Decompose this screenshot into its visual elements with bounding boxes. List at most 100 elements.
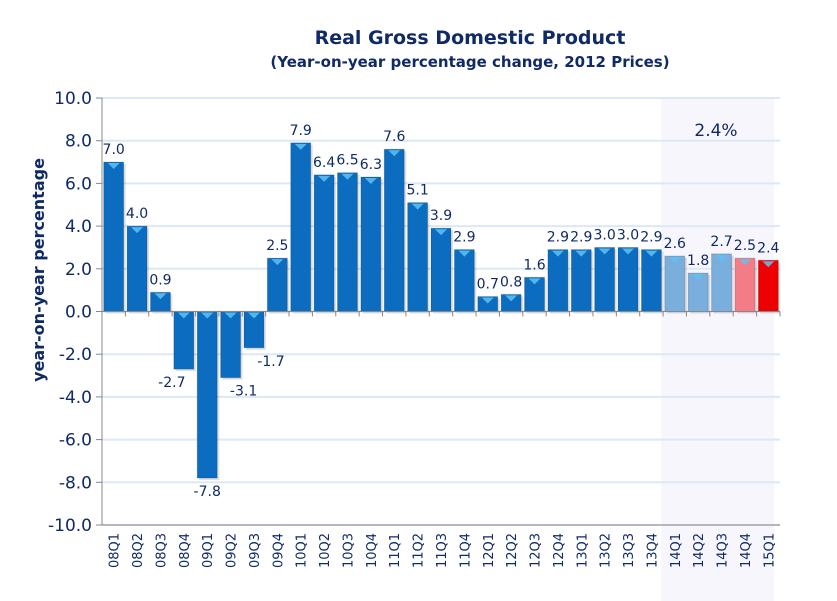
x-tick-label: 11Q3 bbox=[435, 533, 450, 568]
chart-title: Real Gross Domestic Product bbox=[315, 27, 626, 49]
data-label: 2.9 bbox=[547, 230, 569, 246]
bar-12Q4 bbox=[547, 249, 569, 313]
bar-cap bbox=[318, 175, 331, 182]
bar-cap bbox=[224, 312, 237, 319]
bar-cap bbox=[622, 248, 635, 255]
x-tick-label: 15Q1 bbox=[762, 533, 777, 568]
y-tick-label: 2.0 bbox=[65, 260, 92, 280]
x-tick-label: 14Q1 bbox=[669, 533, 684, 568]
bar-cap bbox=[435, 229, 447, 236]
x-tick-label: 10Q2 bbox=[318, 533, 333, 568]
bar-cap bbox=[294, 143, 307, 150]
data-label: 0.8 bbox=[500, 274, 522, 290]
x-tick-label: 14Q2 bbox=[692, 533, 707, 568]
x-tick-label: 11Q1 bbox=[388, 533, 403, 568]
y-tick-label: 4.0 bbox=[65, 217, 92, 237]
bar-14Q4 bbox=[734, 257, 756, 312]
bar-08Q2 bbox=[126, 225, 148, 313]
x-tick-label: 13Q2 bbox=[599, 533, 614, 568]
data-label: 2.5 bbox=[734, 238, 756, 254]
data-label: 2.9 bbox=[453, 230, 475, 246]
highlight-region bbox=[661, 98, 775, 601]
x-tick-label: 09Q1 bbox=[201, 533, 216, 568]
x-tick-label: 10Q3 bbox=[341, 533, 356, 568]
y-tick-label: -10.0 bbox=[48, 516, 92, 536]
bar-cap bbox=[247, 312, 260, 319]
bar-11Q2 bbox=[407, 202, 429, 313]
bar-11Q1 bbox=[383, 148, 405, 312]
bar-cap bbox=[388, 150, 401, 157]
x-tick-label: 08Q1 bbox=[108, 533, 123, 568]
bar-cap bbox=[341, 173, 354, 180]
y-tick-label: -2.0 bbox=[59, 345, 92, 365]
x-tick-label: 12Q2 bbox=[505, 533, 520, 568]
x-tick-label: 08Q2 bbox=[131, 533, 146, 568]
bar-08Q1 bbox=[103, 161, 125, 312]
bar-cap bbox=[738, 259, 751, 266]
bar-09Q2 bbox=[220, 311, 242, 379]
highlight-label: 2.4% bbox=[694, 121, 737, 141]
bar-10Q4 bbox=[360, 176, 382, 312]
bar-cap bbox=[364, 177, 377, 184]
bar-cap bbox=[762, 261, 775, 268]
bar-cap bbox=[645, 250, 658, 257]
data-label: -3.1 bbox=[230, 384, 257, 400]
data-label: 7.0 bbox=[103, 142, 125, 158]
bar-13Q2 bbox=[594, 246, 616, 312]
y-axis-label: year-on-year percentage bbox=[29, 158, 48, 382]
bar-cap bbox=[458, 250, 471, 257]
x-tick-label: 08Q4 bbox=[178, 533, 193, 568]
bar-10Q3 bbox=[336, 172, 358, 312]
data-label: 3.0 bbox=[617, 227, 639, 243]
bar-10Q2 bbox=[313, 174, 335, 312]
bar-11Q3 bbox=[430, 227, 452, 312]
y-tick-label: 10.0 bbox=[54, 89, 92, 109]
data-label: 2.7 bbox=[710, 234, 732, 250]
data-label: 3.9 bbox=[430, 208, 452, 224]
bar-cap bbox=[505, 295, 518, 302]
bar-cap bbox=[411, 203, 424, 210]
x-tick-label: 13Q3 bbox=[622, 533, 637, 568]
chart-subtitle: (Year-on-year percentage change, 2012 Pr… bbox=[270, 53, 669, 71]
x-tick-label: 13Q1 bbox=[575, 533, 590, 568]
y-tick-label: -6.0 bbox=[59, 431, 92, 451]
bar-11Q4 bbox=[453, 249, 475, 313]
bar-cap bbox=[715, 254, 728, 261]
bar-09Q4 bbox=[266, 257, 288, 312]
bar-14Q3 bbox=[711, 253, 733, 312]
data-label: 3.0 bbox=[594, 227, 616, 243]
bar-cap bbox=[668, 256, 681, 263]
x-tick-label: 09Q4 bbox=[271, 533, 286, 568]
y-tick-label: 6.0 bbox=[65, 174, 92, 194]
data-label: 4.0 bbox=[126, 206, 148, 222]
data-label: 7.6 bbox=[383, 129, 405, 145]
data-label: 2.6 bbox=[664, 236, 686, 252]
data-label: 6.3 bbox=[360, 157, 382, 173]
data-label: 2.4 bbox=[757, 240, 779, 256]
data-label: 1.8 bbox=[687, 253, 709, 269]
bar-cap bbox=[575, 250, 588, 257]
x-tick-label: 12Q4 bbox=[552, 533, 567, 568]
data-label: 6.4 bbox=[313, 155, 335, 171]
bar-14Q1 bbox=[664, 255, 686, 313]
bar-cap bbox=[551, 250, 564, 257]
data-label: -2.7 bbox=[158, 375, 185, 391]
y-tick-label: 8.0 bbox=[65, 132, 92, 152]
data-label: -1.7 bbox=[257, 354, 284, 370]
bar-09Q1 bbox=[196, 311, 218, 479]
y-tick-label: 0.0 bbox=[65, 303, 92, 323]
bar-cap bbox=[154, 293, 167, 300]
x-tick-label: 08Q3 bbox=[154, 533, 169, 568]
data-label: 2.9 bbox=[570, 230, 592, 246]
bar-13Q1 bbox=[570, 249, 592, 313]
x-tick-label: 11Q4 bbox=[458, 533, 473, 568]
data-label: 6.5 bbox=[336, 153, 358, 169]
data-label: 2.9 bbox=[640, 230, 662, 246]
bar-13Q3 bbox=[617, 246, 639, 312]
bar-cap bbox=[598, 248, 611, 255]
data-label: 0.9 bbox=[149, 272, 171, 288]
x-tick-label: 11Q2 bbox=[412, 533, 427, 568]
bar-15Q1 bbox=[757, 259, 779, 313]
bar-cap bbox=[107, 163, 120, 170]
